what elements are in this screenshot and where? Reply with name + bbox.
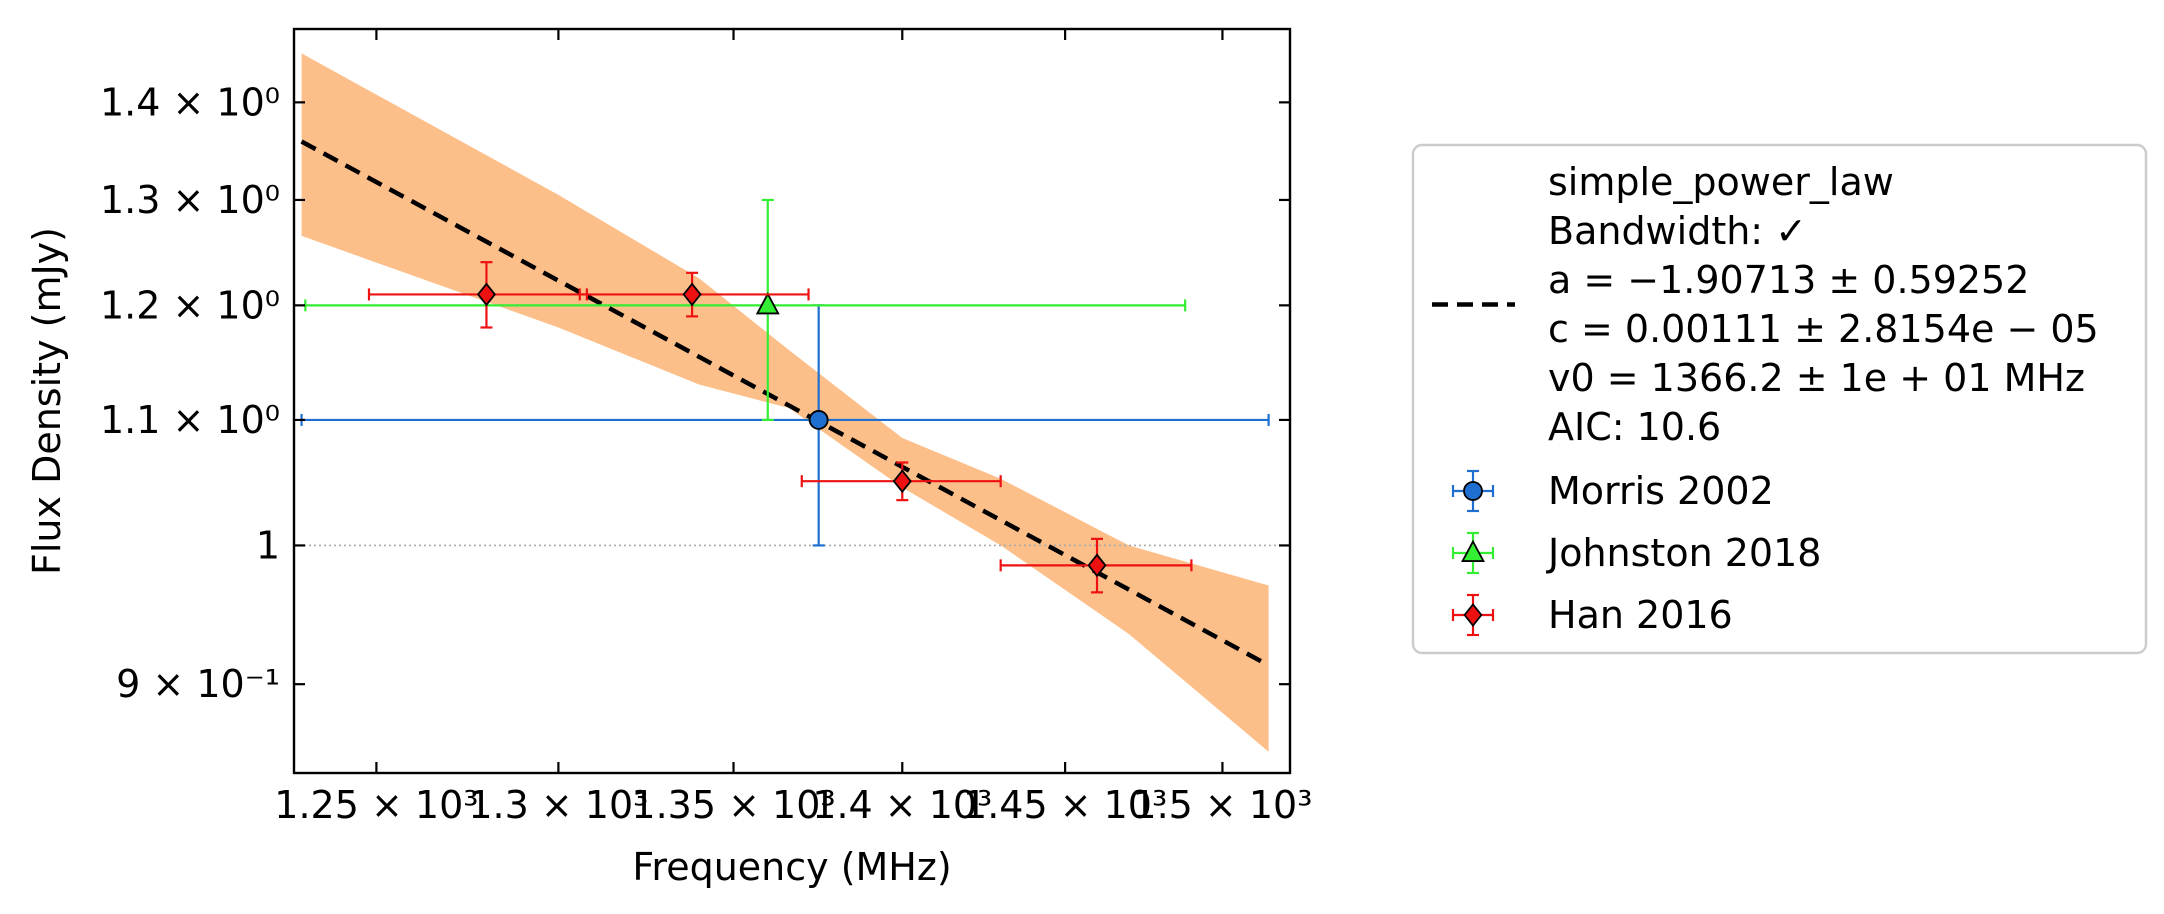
legend-fit-line-text: v0 = 1366.2 ± 1e + 01 MHz	[1548, 356, 2085, 400]
x-tick-label: 1.3 × 10³	[468, 783, 648, 827]
x-tick-label: 1.35 × 10³	[631, 783, 835, 827]
legend-label: Johnston 2018	[1546, 531, 1821, 575]
series-han-2016	[367, 261, 1193, 594]
legend-marker	[1463, 481, 1483, 501]
data-point	[1087, 553, 1107, 578]
x-tick-label: 1.45 × 10³	[963, 783, 1167, 827]
legend-fit-line-text: Bandwidth: ✓	[1548, 209, 1807, 253]
data-point	[808, 410, 829, 430]
x-tick-label: 1.5 × 10³	[1132, 783, 1312, 827]
fit-line	[300, 139, 1270, 668]
legend-marker	[1463, 603, 1483, 627]
y-tick-label: 1.1 × 10⁰	[100, 398, 280, 442]
y-tick-label: 1	[256, 523, 280, 567]
data-point	[682, 282, 702, 307]
plot-content	[294, 53, 1290, 752]
y-tick-label: 9 × 10⁻¹	[116, 662, 280, 706]
legend: simple_power_law Bandwidth: ✓ a = −1.90713…	[1411, 143, 2148, 655]
legend-fit-line-text: a = −1.90713 ± 0.59252	[1548, 258, 2029, 302]
y-tick-label: 1.3 × 10⁰	[100, 178, 280, 222]
legend-fit-line-text: simple_power_law	[1548, 160, 1894, 204]
legend-marker	[1461, 539, 1485, 562]
fit-uncertainty-band	[301, 53, 1269, 752]
legend-label: Han 2016	[1548, 593, 1733, 637]
x-tick-label: 1.25 × 10³	[274, 783, 478, 827]
y-tick-label: 1.4 × 10⁰	[100, 80, 280, 124]
y-axis-label: Flux Density (mJy)	[25, 227, 69, 575]
x-axis-label: Frequency (MHz)	[632, 845, 951, 889]
series-johnston-2018	[304, 198, 1187, 422]
y-tick-label: 1.2 × 10⁰	[100, 283, 280, 327]
x-tick-label: 1.4 × 10³	[812, 783, 992, 827]
legend-box	[1411, 143, 2148, 655]
plot-area	[294, 53, 1290, 752]
legend-fit-line-text: AIC: 10.6	[1548, 405, 1721, 449]
series-morris-2002	[300, 304, 1270, 547]
legend-label: Morris 2002	[1548, 469, 1774, 513]
legend-fit-line-text: c = 0.00111 ± 2.8154e − 05	[1548, 307, 2099, 351]
data-point	[755, 292, 780, 315]
data-point	[476, 282, 497, 307]
error-bar	[300, 304, 1270, 547]
data-point	[892, 469, 912, 494]
plot-frame	[292, 27, 1292, 775]
